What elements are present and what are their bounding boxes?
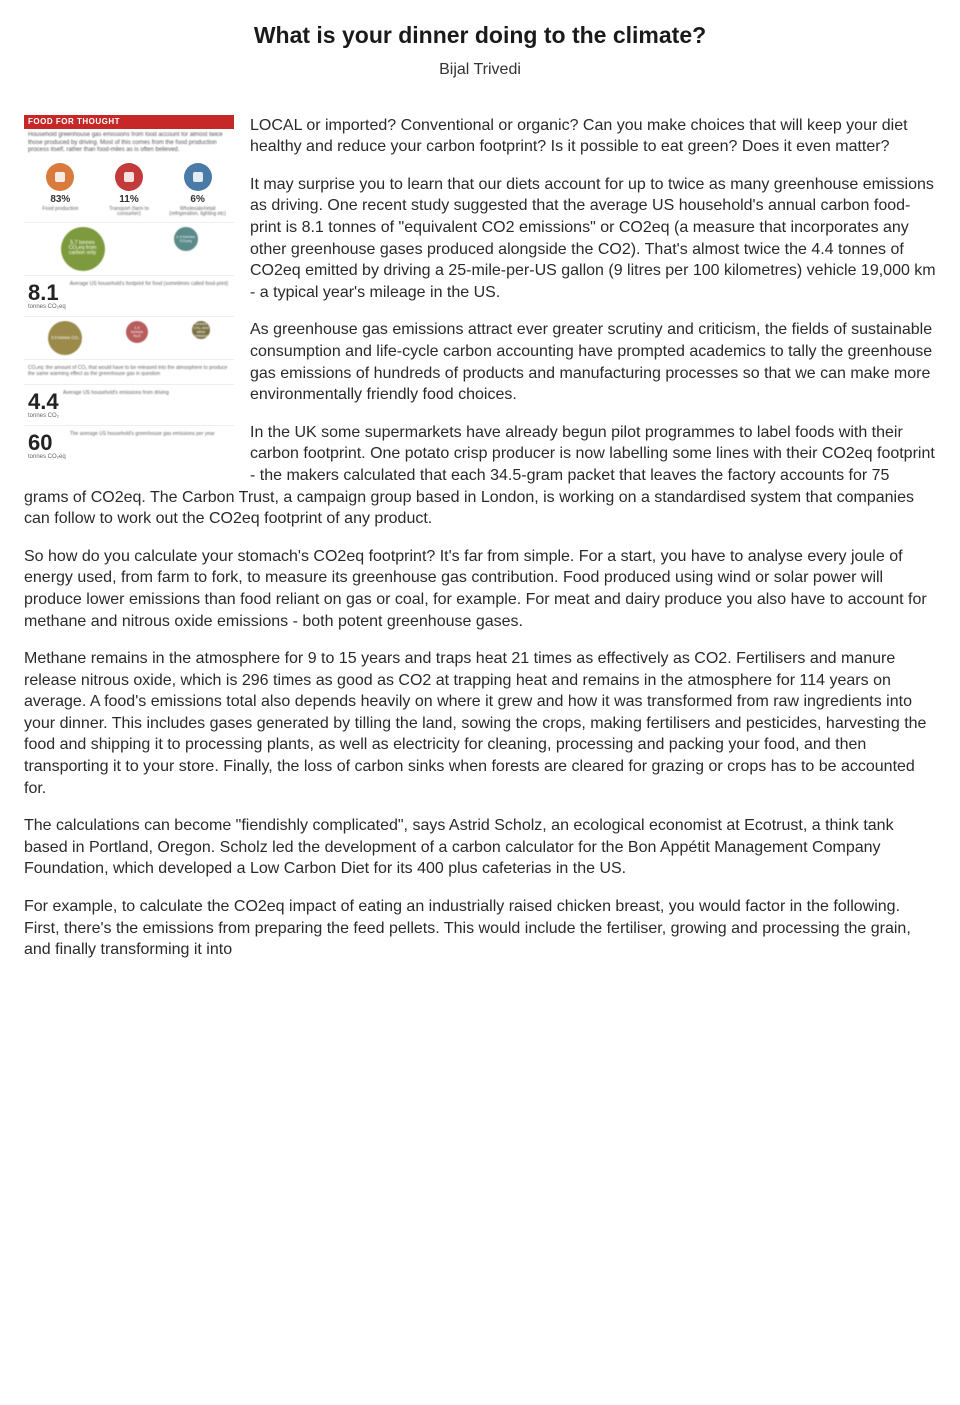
stat-2-number: 4.4 — [28, 391, 59, 413]
percentage-label: Transport (farm to consumer) — [99, 207, 159, 218]
figure-mid-note: CO₂eq: the amount of CO₂ that would have… — [24, 360, 234, 385]
article-title: What is your dinner doing to the climate… — [24, 20, 936, 51]
stat-3-number: 60 — [28, 432, 66, 454]
emission-bubble: 1.0 tonnes N₂O — [126, 321, 148, 343]
figure-bubbles-top: 5.7 tonnes CO₂eq from carbon only 1.4 ton… — [24, 223, 234, 276]
figure-top-item: 83%Food production — [30, 163, 90, 218]
stat-1-unit: tonnes CO₂eq — [28, 304, 66, 311]
figure-header: FOOD FOR THOUGHT — [24, 115, 234, 130]
article-paragraph: Methane remains in the atmosphere for 9 … — [24, 648, 936, 799]
stat-1-desc: Average US household's footprint for foo… — [70, 282, 230, 288]
stat-1-number: 8.1 — [28, 282, 66, 304]
emission-bubble: 5.7 tonnes CO₂eq from carbon only — [61, 227, 105, 271]
article-paragraph: For example, to calculate the CO2eq impa… — [24, 896, 936, 961]
mid-note-text: CO₂eq: the amount of CO₂ that would have… — [28, 366, 230, 378]
emission-bubble: 3.0 tonnes CO₂ — [48, 321, 82, 355]
figure-stat-3: 60 tonnes CO₂eq The average US household… — [24, 426, 234, 467]
figure-top-row: 83%Food production11%Transport (farm to … — [24, 159, 234, 223]
infographic-figure: FOOD FOR THOUGHT Household greenhouse ga… — [24, 115, 234, 467]
article-author: Bijal Trivedi — [24, 59, 936, 81]
figure-top-item: 11%Transport (farm to consumer) — [99, 163, 159, 218]
percentage-value: 83% — [50, 193, 70, 207]
figure-top-item: 6%Wholesale/retail (refrigeration, light… — [168, 163, 228, 218]
percentage-circle — [46, 163, 74, 191]
percentage-circle — [115, 163, 143, 191]
percentage-value: 11% — [119, 193, 138, 207]
percentage-label: Food production — [42, 207, 78, 213]
figure-subtext: Household greenhouse gas emissions from … — [24, 129, 234, 159]
percentage-label: Wholesale/retail (refrigeration, lightin… — [168, 207, 228, 218]
stat-3-unit: tonnes CO₂eq — [28, 454, 66, 461]
stat-2-desc: Average US household's emissions from dr… — [63, 391, 230, 397]
stat-3-desc: The average US household's greenhouse ga… — [70, 432, 230, 438]
article-paragraph: The calculations can become "fiendishly … — [24, 815, 936, 880]
article-paragraph: So how do you calculate your stomach's C… — [24, 546, 936, 632]
emission-bubble: 1.4 tonnes CO₂eq — [174, 227, 198, 251]
figure-stat-2: 4.4 tonnes CO₂ Average US household's em… — [24, 385, 234, 427]
figure-bubbles-mid: 3.0 tonnes CO₂ 1.0 tonnes N₂O 0.1 tonnes C… — [24, 317, 234, 360]
figure-stat-1: 8.1 tonnes CO₂eq Average US household's … — [24, 276, 234, 318]
percentage-value: 6% — [190, 193, 204, 207]
stat-2-unit: tonnes CO₂ — [28, 413, 59, 420]
emission-bubble: 0.1 tonnes CH₄ and other emission gases — [192, 321, 210, 339]
percentage-circle — [184, 163, 212, 191]
